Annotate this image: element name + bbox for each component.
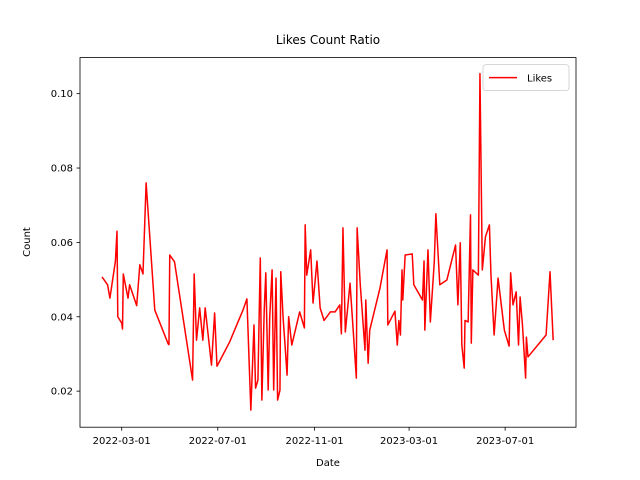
y-tick-label: 0.04 bbox=[51, 312, 73, 323]
x-tick-label: 2023-03-01 bbox=[380, 436, 438, 447]
y-tick-label: 0.08 bbox=[51, 164, 73, 175]
chart-title: Likes Count Ratio bbox=[276, 33, 380, 47]
x-axis-label: Date bbox=[316, 458, 340, 469]
y-tick-label: 0.10 bbox=[51, 89, 73, 100]
y-tick-label: 0.06 bbox=[51, 238, 73, 249]
legend-box bbox=[482, 64, 570, 91]
data-line bbox=[101, 72, 554, 411]
x-tick-label: 2023-07-01 bbox=[476, 436, 534, 447]
x-tick-label: 2022-11-01 bbox=[286, 436, 344, 447]
x-tick-label: 2022-07-01 bbox=[189, 436, 247, 447]
y-tick-label: 0.02 bbox=[51, 387, 73, 398]
x-tick-label: 2022-03-01 bbox=[93, 436, 151, 447]
plot-frame bbox=[79, 57, 577, 428]
y-axis-label: Count bbox=[22, 227, 33, 257]
legend-label: Likes bbox=[527, 74, 552, 85]
